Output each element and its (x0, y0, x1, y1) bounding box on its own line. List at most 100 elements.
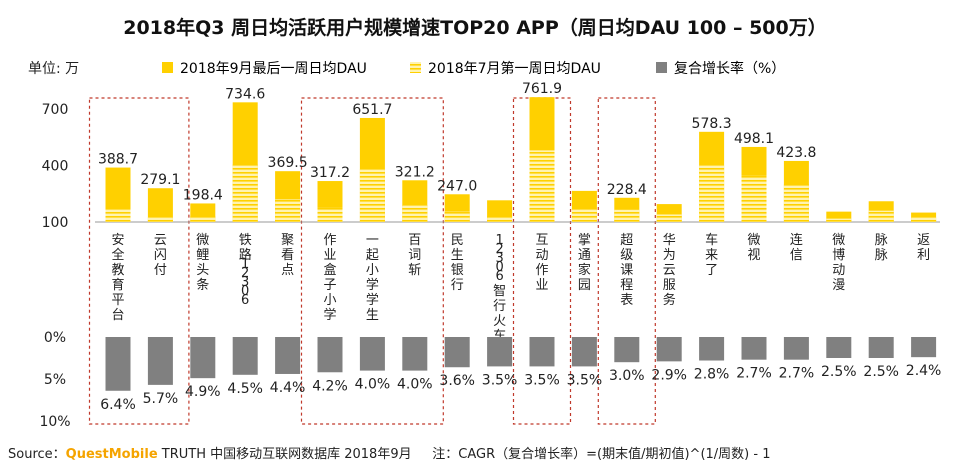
chart-title: 2018年Q3 周日均活跃用户规模增速TOP20 APP（周日均DAU 100 … (123, 16, 827, 39)
y-axis-ticks: 700 400 100 (42, 102, 69, 231)
y-tick-label: 400 (42, 158, 69, 174)
cagr-value-label: 3.0% (609, 368, 645, 384)
cagr-bar (614, 337, 640, 363)
cagr-value-label: 2.7% (736, 366, 772, 382)
unit-label: 单位: 万 (28, 61, 79, 77)
cagr-bar (444, 337, 470, 368)
legend-label-cagr: 复合增长率（%） (674, 60, 785, 77)
dau-bar-sept (911, 212, 937, 222)
dau-bar-july (147, 217, 173, 222)
cagr-bar (571, 337, 597, 367)
cagr-bar (359, 337, 385, 371)
cagr-value-label: 3.6% (439, 373, 475, 389)
dau-bar-july (444, 211, 470, 222)
dau-bar-july (402, 205, 428, 222)
cagr-bar (529, 337, 555, 367)
category-labels: 安全教育平台 云闪付 微鲤头条 铁路 1 2 3 0 6 聚看点 作业盒子小学 一起小学学生 百词斩 民生… (111, 232, 930, 359)
dau-value-label: 734.6 (225, 86, 265, 102)
cagr-bar (868, 337, 894, 358)
category-label: 安全教育平台 (111, 233, 124, 323)
category-label: 聚看点 (281, 233, 294, 278)
category-label: 微博动漫 (832, 233, 845, 293)
dau-bar-july (232, 164, 258, 222)
dau-value-label: 423.8 (776, 145, 816, 161)
category-label: 12306智行火车票 (493, 233, 506, 359)
dau-value-label: 228.4 (607, 182, 647, 198)
category-label: 微鲤头条 (196, 233, 209, 293)
cagr-bar (487, 337, 513, 367)
legend-swatch-sept (162, 62, 173, 73)
cagr-value-label: 2.5% (863, 364, 899, 380)
category-label: 一起小学学生 (366, 233, 379, 323)
legend-label-july: 2018年7月第一周日均DAU (428, 60, 601, 77)
dau-bar-july (656, 214, 682, 222)
category-label: 连信 (790, 232, 803, 263)
source-prefix: Source： (8, 447, 66, 462)
dau-bar-july (487, 216, 513, 222)
cagr-value-label: 4.4% (270, 380, 306, 396)
dau-bar-july (275, 199, 301, 222)
cagr-bar (826, 337, 852, 358)
dau-value-label: 761.9 (522, 81, 562, 97)
category-label: 华为云服务 (663, 233, 676, 308)
cagr-note: 注：CAGR（复合增长率）=(期末值/期初值)^(1/周数) - 1 (432, 447, 771, 462)
category-label: 车来了 (705, 232, 718, 278)
dau-bar-july (826, 218, 852, 222)
category-label: 云闪付 (154, 233, 167, 278)
dau-bar-sept (147, 188, 173, 222)
dau-bar-july (359, 169, 385, 222)
cagr-value-label: 3.5% (482, 372, 518, 388)
dau-bar-july (783, 184, 809, 222)
dau-bar-july (190, 216, 216, 222)
dau-value-label: 388.7 (98, 152, 138, 168)
dau-bar-july (868, 210, 894, 222)
category-label: 百词斩 (408, 233, 421, 278)
category-label: 脉脉 (875, 233, 888, 263)
dau-value-label: 369.5 (268, 155, 308, 171)
cagr-bar (190, 337, 216, 379)
questmobile-logo: QuestMobile (65, 447, 158, 462)
cagr-bar (741, 337, 767, 360)
cagr-tick-label: 0% (44, 330, 66, 346)
cagr-value-label: 2.5% (821, 364, 857, 380)
dau-bar-july (741, 175, 767, 222)
dau-bar-sept (826, 211, 852, 222)
cagr-axis-ticks: 0% 5% 10% (39, 330, 70, 430)
category-label: 微视 (747, 233, 760, 263)
chart-svg: 2018年Q3 周日均活跃用户规模增速TOP20 APP（周日均DAU 100 … (28, 16, 941, 430)
cagr-value-label: 4.0% (397, 377, 433, 393)
highlight-boxes (88, 97, 656, 425)
cagr-bar (911, 337, 937, 358)
category-label: 作业盒子小学 (323, 233, 336, 323)
legend-swatch-july (410, 62, 421, 73)
source-text: TRUTH 中国移动互联网数据库 2018年9月 (157, 447, 412, 462)
cagr-value-label: 2.9% (651, 367, 687, 383)
cagr-bars: 6.4% 5.7% 4.9% 4.5% 4.4% 4.2% 4.0% 4.0% 3.6% 3.5%… (100, 337, 941, 413)
category-label: 民生银行 (451, 233, 464, 293)
cagr-bar (232, 337, 258, 375)
dau-value-label: 279.1 (140, 172, 180, 188)
dau-value-label: 321.2 (395, 164, 435, 180)
cagr-value-label: 2.7% (779, 366, 815, 382)
category-label: 掌通家园 (578, 233, 591, 293)
cagr-value-label: 6.4% (100, 397, 136, 413)
dau-bar-july (699, 165, 725, 222)
cagr-bar (105, 337, 131, 391)
cagr-bar (699, 337, 725, 361)
cagr-bar (656, 337, 682, 362)
dau-bar-july (571, 208, 597, 222)
dau-bar-july (105, 208, 131, 222)
cagr-value-label: 2.8% (694, 367, 730, 383)
category-label: 超级课程表 (620, 233, 633, 308)
cagr-tick-label: 10% (39, 414, 70, 430)
cagr-bar (275, 337, 301, 374)
highlight-box (512, 97, 572, 425)
category-label: 铁路 1 2 3 0 6 (239, 233, 252, 308)
cagr-bar (147, 337, 173, 385)
legend-label-sept: 2018年9月最后一周日均DAU (180, 61, 367, 77)
cagr-value-label: 4.2% (312, 378, 348, 394)
dau-value-label: 247.0 (437, 178, 477, 194)
legend-swatch-cagr (656, 62, 667, 73)
category-label: 互动作业 (535, 233, 548, 293)
